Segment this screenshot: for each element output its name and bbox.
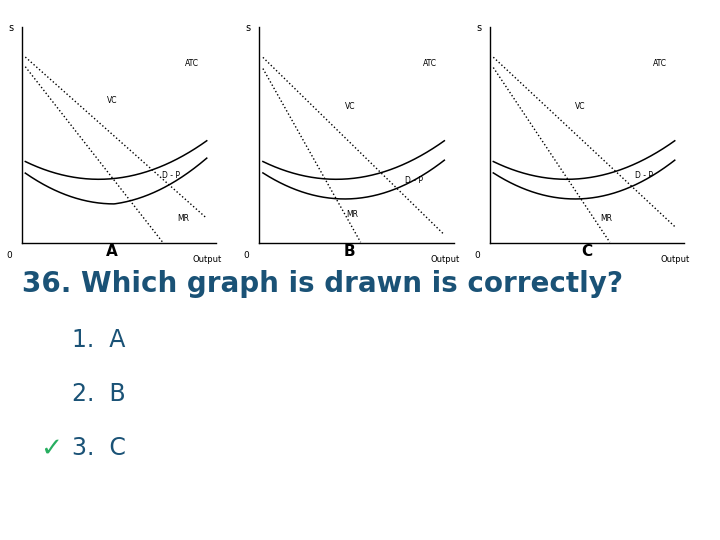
Text: VC: VC [575, 102, 585, 111]
Text: 0: 0 [6, 251, 12, 260]
Text: 0: 0 [474, 251, 480, 260]
Text: s: s [8, 23, 13, 33]
Text: 3.  C: 3. C [72, 436, 126, 460]
Text: VC: VC [107, 96, 117, 105]
Text: ATC: ATC [423, 59, 436, 68]
Text: D - P: D - P [161, 171, 179, 180]
Text: B: B [343, 245, 355, 260]
Text: Output: Output [193, 255, 222, 265]
Text: Output: Output [431, 255, 459, 265]
Text: VC: VC [345, 102, 355, 111]
Text: s: s [246, 23, 251, 33]
Text: MR: MR [600, 214, 613, 224]
Text: 1.  A: 1. A [72, 328, 125, 352]
Text: 36. Which graph is drawn is correctly?: 36. Which graph is drawn is correctly? [22, 270, 623, 298]
Text: MR: MR [177, 214, 189, 224]
Text: ✓: ✓ [40, 435, 62, 461]
Text: A: A [106, 245, 117, 260]
Text: C: C [581, 245, 593, 260]
Text: Output: Output [661, 255, 690, 265]
Text: D - P: D - P [405, 176, 423, 185]
Text: 2.  B: 2. B [72, 382, 125, 406]
Text: ATC: ATC [653, 59, 667, 68]
Text: 0: 0 [243, 251, 249, 260]
Text: ATC: ATC [185, 59, 199, 68]
Text: MR: MR [347, 210, 359, 219]
Text: s: s [476, 23, 481, 33]
Text: D - P: D - P [635, 171, 654, 180]
